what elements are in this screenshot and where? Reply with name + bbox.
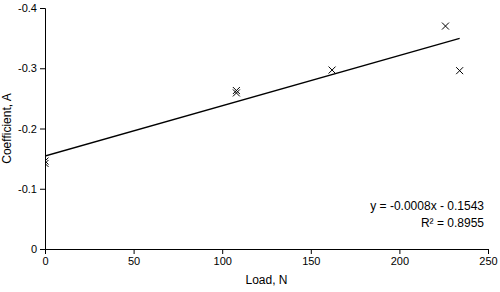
x-tick-mark — [134, 249, 135, 254]
y-tick: 0 — [31, 243, 45, 255]
y-tick-label: -0.2 — [18, 123, 37, 135]
y-tick: -0.3 — [18, 62, 45, 74]
y-tick: -0.2 — [18, 123, 45, 135]
annotation: R² = 0.8955 — [421, 216, 484, 230]
y-tick-label: -0.3 — [18, 62, 37, 74]
x-tick-label: 100 — [214, 255, 232, 267]
x-axis: 0 50 100 150 200 250 — [42, 249, 497, 267]
x-tick-label: 200 — [391, 255, 409, 267]
y-tick-label: -0.1 — [18, 183, 37, 195]
plot: 0 50 100 150 200 250 0 -0.1 -0.2 -0.3 -0.4 — [18, 2, 498, 267]
x-axis-line — [46, 250, 489, 255]
x-tick: 0 — [42, 249, 48, 267]
point — [233, 87, 240, 94]
point — [329, 67, 336, 74]
y-tick-mark — [40, 68, 45, 69]
x-tick-mark — [311, 249, 312, 254]
y-tick-label: 0 — [31, 243, 37, 255]
y-axis-line — [40, 9, 46, 250]
x-tick: 100 — [214, 249, 232, 267]
x-tick-mark — [399, 249, 400, 254]
x-tick-label: 250 — [479, 255, 497, 267]
trend-line — [45, 38, 460, 156]
point — [442, 23, 449, 30]
y-tick-label: -0.4 — [18, 2, 37, 14]
y-tick-mark — [40, 129, 45, 130]
x-tick-mark — [488, 249, 489, 254]
y-tick: -0.1 — [18, 183, 45, 195]
annotation: y = -0.0008x - 0.1543 — [370, 199, 484, 213]
y-tick: -0.4 — [18, 2, 45, 14]
x-tick-label: 50 — [128, 255, 140, 267]
y-axis-title: Coefficient, A — [0, 93, 14, 164]
x-tick-label: 150 — [302, 255, 320, 267]
x-tick: 50 — [128, 249, 140, 267]
y-axis: 0 -0.1 -0.2 -0.3 -0.4 — [18, 2, 45, 255]
x-axis-title: Load, N — [245, 273, 287, 287]
y-tick-mark — [40, 8, 45, 9]
y-tick-mark — [40, 249, 45, 250]
x-tick: 200 — [391, 249, 409, 267]
x-tick: 150 — [302, 249, 320, 267]
data-area — [45, 23, 463, 167]
chart: 0 50 100 150 200 250 0 -0.1 -0.2 -0.3 -0.4 Load, N C… — [0, 0, 500, 292]
y-tick-mark — [40, 189, 45, 190]
x-tick-mark — [222, 249, 223, 254]
point — [45, 158, 49, 165]
point — [456, 67, 463, 74]
x-tick: 250 — [479, 249, 497, 267]
x-tick-label: 0 — [42, 255, 48, 267]
